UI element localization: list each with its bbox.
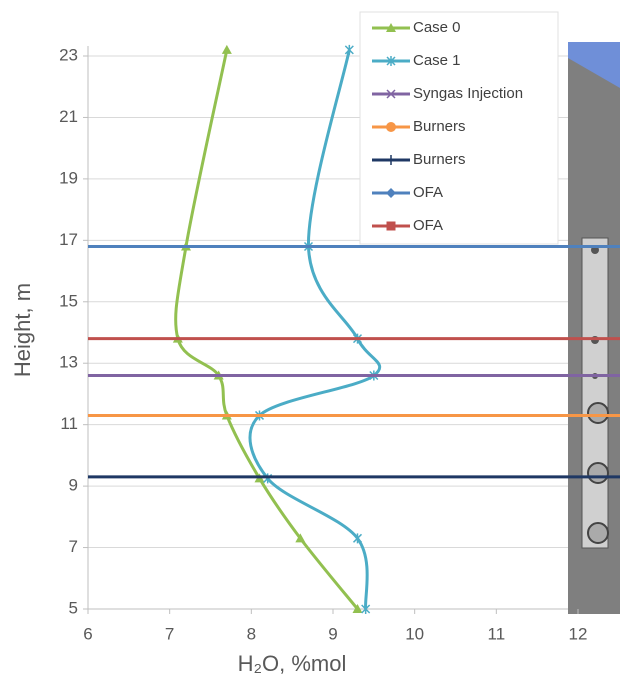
legend-marker	[387, 222, 396, 231]
series-line	[176, 50, 358, 609]
y-tick-label: 7	[69, 537, 78, 556]
x-tick-label: 7	[165, 624, 174, 643]
data-point	[345, 45, 353, 55]
y-tick-label: 11	[60, 414, 78, 433]
y-tick-label: 17	[59, 230, 78, 249]
legend-label: OFA	[413, 217, 443, 234]
legend: Case 0 Case 1 Syngas Injection Burners Burne…	[360, 12, 558, 244]
y-tick-label: 5	[69, 598, 78, 617]
x-tick-label: 11	[488, 624, 506, 643]
x-tick-label: 8	[247, 624, 256, 643]
y-axis-title: Height, m	[10, 283, 35, 377]
chart: Height, m H₂O, %mol 5 7 9 11 13 15 17 19 21 23 6 7 8…	[0, 0, 620, 686]
data-point	[354, 533, 362, 543]
data-point	[222, 45, 232, 54]
x-tick-label: 9	[328, 624, 337, 643]
y-tick-label: 21	[59, 107, 78, 126]
legend-label: Syngas Injection	[413, 85, 523, 102]
series	[173, 45, 363, 613]
legend-label: Case 1	[413, 52, 461, 69]
legend-label: Case 0	[413, 19, 461, 36]
y-tick-label: 15	[59, 291, 78, 310]
x-tick-label: 6	[83, 624, 92, 643]
legend-label: Burners	[413, 151, 466, 168]
legend-marker	[386, 122, 396, 132]
x-tick-label: 10	[405, 624, 424, 643]
x-axis-title: H₂O, %mol	[238, 651, 347, 676]
y-tick-label: 23	[59, 45, 78, 64]
furnace-illustration	[568, 42, 620, 614]
y-tick-label: 9	[69, 476, 78, 495]
legend-label: OFA	[413, 184, 443, 201]
data-point	[264, 473, 272, 483]
x-tick-label: 12	[569, 624, 588, 643]
y-tick-label: 13	[59, 353, 78, 372]
legend-label: Burners	[413, 118, 466, 135]
y-tick-label: 19	[59, 168, 78, 187]
